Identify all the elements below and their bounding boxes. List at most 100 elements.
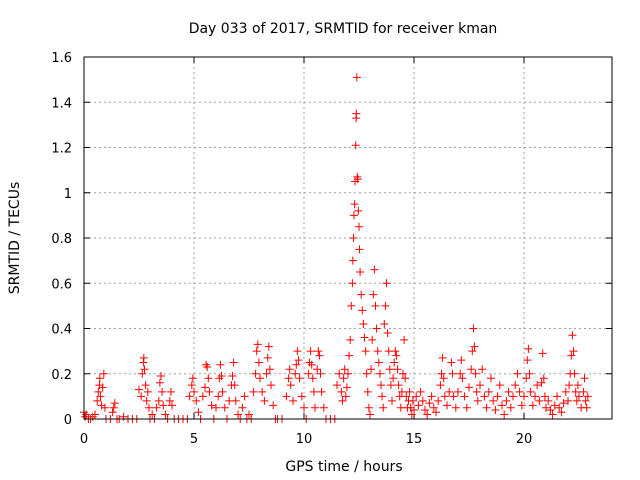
data-point bbox=[300, 403, 308, 412]
data-point bbox=[285, 365, 294, 374]
data-point bbox=[540, 392, 549, 401]
data-point bbox=[573, 381, 582, 390]
data-point bbox=[141, 381, 150, 390]
data-point bbox=[533, 381, 542, 390]
x-tick-label: 20 bbox=[516, 432, 533, 447]
data-point bbox=[267, 381, 275, 390]
data-point bbox=[311, 403, 319, 412]
data-point bbox=[538, 349, 547, 358]
data-point bbox=[314, 347, 323, 356]
data-point bbox=[469, 324, 478, 333]
data-point bbox=[434, 396, 443, 405]
data-point bbox=[462, 403, 471, 412]
y-tick-label: 0 bbox=[64, 413, 72, 428]
data-point bbox=[379, 403, 388, 412]
data-point bbox=[100, 403, 109, 412]
data-point bbox=[361, 347, 370, 356]
data-point bbox=[401, 374, 410, 383]
data-point bbox=[537, 378, 546, 387]
data-point bbox=[139, 353, 148, 362]
data-point bbox=[238, 403, 247, 412]
data-point bbox=[513, 369, 522, 378]
data-point bbox=[265, 365, 274, 374]
x-tick-label: 5 bbox=[190, 432, 198, 447]
data-point bbox=[95, 374, 104, 383]
data-point bbox=[367, 365, 376, 374]
data-point bbox=[392, 351, 401, 360]
data-point bbox=[263, 353, 272, 362]
data-point bbox=[282, 392, 291, 401]
data-point bbox=[154, 396, 163, 405]
data-point bbox=[168, 401, 176, 410]
y-tick-label: 0.4 bbox=[51, 323, 72, 338]
data-point bbox=[355, 245, 364, 254]
data-point bbox=[88, 412, 97, 421]
data-point bbox=[253, 340, 262, 349]
data-point bbox=[370, 265, 379, 274]
data-point bbox=[202, 360, 211, 369]
data-point bbox=[215, 374, 224, 383]
data-point bbox=[473, 396, 482, 405]
y-tick-label: 0.6 bbox=[51, 277, 72, 292]
data-point bbox=[251, 369, 260, 378]
data-point bbox=[504, 387, 513, 396]
data-point bbox=[203, 362, 212, 371]
data-point bbox=[338, 396, 347, 405]
data-point bbox=[362, 369, 371, 378]
data-point bbox=[218, 387, 227, 396]
data-point bbox=[506, 403, 515, 412]
data-point bbox=[295, 374, 304, 383]
plot-frame bbox=[83, 56, 613, 420]
data-point bbox=[353, 175, 362, 184]
data-point bbox=[440, 392, 449, 401]
data-point bbox=[456, 369, 465, 378]
data-point bbox=[348, 256, 357, 265]
data-point bbox=[333, 381, 341, 390]
data-point bbox=[352, 73, 361, 82]
data-point bbox=[216, 360, 225, 369]
data-point bbox=[429, 403, 438, 412]
data-point bbox=[515, 387, 524, 396]
data-point bbox=[349, 211, 358, 220]
data-point bbox=[284, 374, 293, 383]
data-point bbox=[385, 365, 394, 374]
data-point bbox=[214, 392, 223, 401]
data-point bbox=[337, 387, 346, 396]
data-point bbox=[230, 381, 239, 390]
data-point bbox=[264, 342, 273, 351]
data-point bbox=[344, 369, 352, 378]
chart-title: Day 033 of 2017, SRMTID for receiver kma… bbox=[189, 21, 498, 37]
data-point bbox=[523, 356, 532, 365]
data-point bbox=[317, 387, 326, 396]
data-point bbox=[476, 381, 484, 390]
data-point bbox=[142, 396, 151, 405]
data-point bbox=[572, 396, 581, 405]
data-point bbox=[166, 387, 175, 396]
data-point bbox=[360, 333, 369, 342]
data-point bbox=[375, 369, 384, 378]
data-point bbox=[546, 405, 555, 414]
data-point bbox=[579, 387, 588, 396]
data-point bbox=[575, 392, 583, 401]
data-point bbox=[231, 396, 240, 405]
data-point bbox=[548, 410, 557, 419]
data-point bbox=[96, 392, 105, 401]
data-point bbox=[437, 369, 446, 378]
data-point bbox=[555, 403, 564, 412]
data-point bbox=[421, 405, 429, 414]
data-point bbox=[502, 396, 511, 405]
data-point bbox=[187, 381, 196, 390]
data-point bbox=[468, 347, 477, 356]
x-tick-labels: 0 5 10 15 20 bbox=[80, 432, 532, 447]
data-point bbox=[289, 396, 297, 405]
data-point bbox=[391, 347, 400, 356]
data-point bbox=[304, 369, 313, 378]
data-point bbox=[319, 403, 328, 412]
data-point bbox=[252, 347, 261, 356]
data-point bbox=[137, 392, 146, 401]
data-point bbox=[307, 360, 316, 369]
data-point bbox=[418, 396, 427, 405]
data-point bbox=[432, 408, 440, 417]
data-point bbox=[161, 410, 170, 419]
data-point bbox=[561, 387, 570, 396]
